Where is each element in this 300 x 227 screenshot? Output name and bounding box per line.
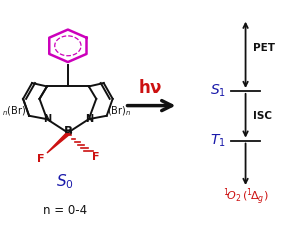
Text: (Br)$_n$: (Br)$_n$ <box>107 104 131 118</box>
Text: $S_0$: $S_0$ <box>56 172 74 190</box>
Text: $^1\!O_2\,(^1\!\Delta_g)$: $^1\!O_2\,(^1\!\Delta_g)$ <box>223 186 268 207</box>
Text: $\bf{h\nu}$: $\bf{h\nu}$ <box>138 79 162 96</box>
Text: $T_1$: $T_1$ <box>210 132 226 149</box>
Text: ISC: ISC <box>253 111 272 121</box>
Text: $S_1$: $S_1$ <box>210 83 226 99</box>
Text: N: N <box>43 114 51 124</box>
Text: F: F <box>92 153 99 163</box>
Text: B: B <box>63 125 72 138</box>
Polygon shape <box>47 134 70 153</box>
Text: PET: PET <box>253 43 275 53</box>
Text: F: F <box>37 154 45 164</box>
Text: N: N <box>85 114 93 124</box>
Text: n = 0-4: n = 0-4 <box>43 204 87 217</box>
Text: $_n$(Br): $_n$(Br) <box>2 104 26 118</box>
